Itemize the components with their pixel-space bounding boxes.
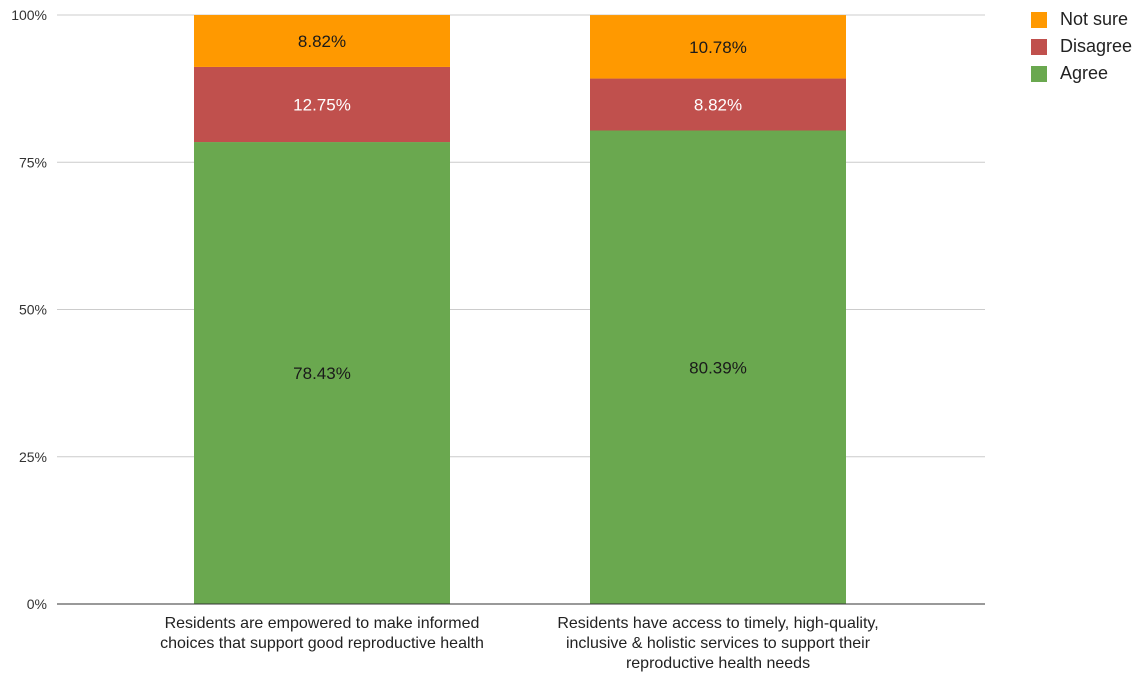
- x-category-label: Residents are empowered to make informed: [165, 615, 480, 632]
- bar-segment-agree: [194, 142, 450, 604]
- data-label: 80.39%: [689, 358, 747, 377]
- y-tick-label: 100%: [11, 7, 47, 23]
- y-tick-label: 75%: [19, 154, 47, 170]
- bar-segment-disagree: [194, 66, 450, 143]
- legend-swatch: [1031, 65, 1047, 82]
- legend-label: Not sure: [1060, 9, 1129, 29]
- legend-item: Agree: [1031, 60, 1132, 87]
- bar-segment-disagree: [590, 78, 846, 131]
- legend-item: Not sure: [1031, 6, 1132, 33]
- legend-item: Disagree: [1031, 33, 1132, 60]
- y-axis-tick-labels: 0% 25% 50% 75% 100%: [11, 7, 47, 612]
- legend-label: Disagree: [1060, 36, 1133, 56]
- x-category-label: choices that support good reproductive h…: [160, 635, 484, 652]
- bars: [194, 15, 846, 604]
- data-label: 12.75%: [293, 95, 351, 114]
- y-tick-label: 25%: [19, 449, 47, 465]
- legend-label: Agree: [1060, 63, 1109, 83]
- legend-swatch: [1031, 38, 1047, 55]
- bar-segment-agree: [590, 130, 846, 604]
- data-label: 10.78%: [689, 38, 747, 57]
- bar-segment-not-sure: [590, 15, 846, 79]
- bar-segment-not-sure: [194, 15, 450, 67]
- data-label: 78.43%: [293, 364, 351, 383]
- y-tick-label: 50%: [19, 302, 47, 318]
- y-tick-label: 0%: [27, 596, 47, 612]
- x-category-label: reproductive health needs: [626, 655, 810, 672]
- x-axis-category-labels: Residents are empowered to make informed…: [160, 615, 879, 672]
- x-category-label: inclusive & holistic services to support…: [566, 635, 871, 652]
- data-label: 8.82%: [694, 96, 742, 115]
- data-labels: 78.43% 12.75% 8.82% 80.39% 8.82% 10.78%: [293, 32, 747, 383]
- x-category-label: Residents have access to timely, high-qu…: [557, 615, 878, 632]
- legend-swatch: [1031, 11, 1047, 28]
- legend: Not sure Disagree Agree: [1031, 6, 1132, 87]
- data-label: 8.82%: [298, 32, 346, 51]
